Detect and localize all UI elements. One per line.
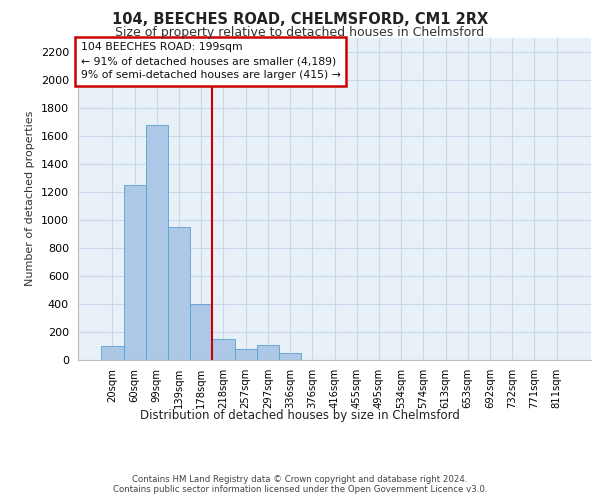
Text: 104, BEECHES ROAD, CHELMSFORD, CM1 2RX: 104, BEECHES ROAD, CHELMSFORD, CM1 2RX: [112, 12, 488, 28]
Bar: [168, 227, 190, 360]
Bar: [257, 344, 279, 360]
Bar: [235, 350, 257, 360]
Text: Distribution of detached houses by size in Chelmsford: Distribution of detached houses by size …: [140, 410, 460, 422]
Bar: [212, 339, 235, 360]
Text: Contains HM Land Registry data © Crown copyright and database right 2024.
Contai: Contains HM Land Registry data © Crown c…: [113, 474, 487, 494]
Bar: [279, 353, 301, 360]
Bar: [124, 184, 146, 360]
Text: 104 BEECHES ROAD: 199sqm
← 91% of detached houses are smaller (4,189)
9% of semi: 104 BEECHES ROAD: 199sqm ← 91% of detach…: [80, 42, 340, 80]
Bar: [146, 125, 168, 360]
Text: Size of property relative to detached houses in Chelmsford: Size of property relative to detached ho…: [115, 26, 485, 39]
Y-axis label: Number of detached properties: Number of detached properties: [25, 111, 35, 286]
Bar: [101, 346, 124, 360]
Bar: [190, 304, 212, 360]
